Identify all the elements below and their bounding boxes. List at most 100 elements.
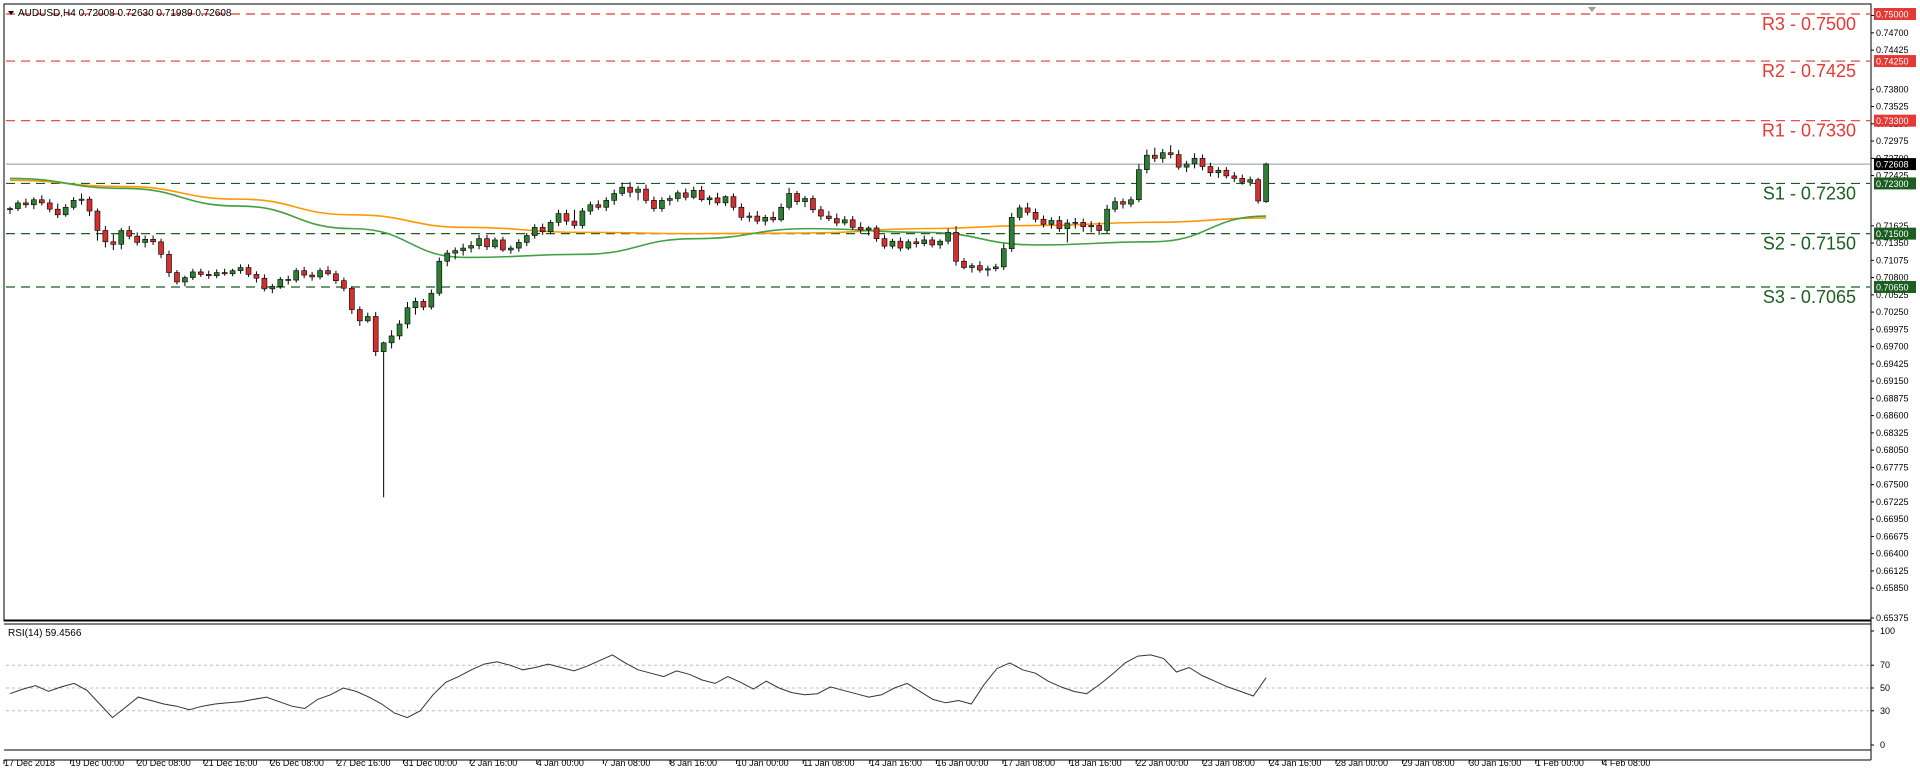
candle-body	[738, 206, 745, 218]
moving-averages	[9, 177, 1267, 259]
candle	[78, 193, 85, 205]
candle	[428, 289, 435, 310]
dropdown-arrow-icon[interactable]	[8, 11, 14, 15]
candle-body	[945, 232, 951, 242]
shift-marker-icon[interactable]	[1588, 7, 1596, 12]
time-tick-label: 4 Jan 00:00	[537, 758, 584, 768]
candle	[38, 195, 45, 206]
candle	[70, 197, 77, 210]
candle-body	[881, 238, 888, 247]
candle-body	[325, 270, 331, 275]
candle-body	[595, 204, 602, 208]
candle-body	[396, 323, 403, 337]
candle	[682, 188, 689, 201]
candle-body	[1239, 178, 1246, 183]
candle	[372, 312, 379, 357]
price-tick-label: 0.69150	[1876, 376, 1909, 386]
candle	[937, 239, 943, 249]
candle	[818, 206, 824, 220]
candle	[857, 222, 864, 234]
candle	[770, 211, 777, 223]
candle-body	[1016, 207, 1023, 218]
candle-body	[1096, 225, 1102, 231]
candle-body	[1255, 179, 1261, 202]
candle	[134, 232, 140, 246]
candle	[333, 270, 339, 284]
candle	[261, 274, 268, 292]
candle-body	[476, 238, 482, 246]
candle-body	[1152, 154, 1158, 159]
candle-body	[341, 280, 347, 289]
time-tick-label: 27 Dec 16:00	[337, 758, 391, 768]
level-price-tag-text: 0.73300	[1876, 116, 1909, 126]
candle-body	[269, 286, 276, 290]
candle-body	[515, 242, 522, 249]
candle	[1231, 172, 1238, 183]
level-label-r1: R1 - 0.7330	[1762, 121, 1856, 141]
candle	[571, 209, 578, 229]
candle	[802, 195, 808, 208]
candle	[595, 200, 602, 210]
candle-body	[913, 241, 920, 244]
candle	[961, 258, 967, 270]
candle-body	[1167, 152, 1174, 155]
candle	[643, 184, 649, 204]
candle	[277, 276, 284, 289]
candle	[396, 320, 403, 340]
level-price-tag-text: 0.75000	[1876, 10, 1909, 20]
candle	[1223, 167, 1230, 179]
candle	[841, 216, 848, 226]
candle-body	[277, 279, 284, 287]
candle-body	[1112, 201, 1118, 210]
candle-body	[198, 271, 204, 275]
candle-body	[508, 247, 514, 251]
price-tick-label: 0.69975	[1876, 324, 1909, 334]
symbol-header: AUDUSD,H4 0.72008 0.72630 0.71989 0.7260…	[18, 8, 232, 19]
time-tick-label: 30 Jan 16:00	[1469, 758, 1521, 768]
candle-body	[1000, 248, 1007, 268]
price-tick-label: 0.67500	[1876, 480, 1909, 490]
level-label-s1: S1 - 0.7230	[1763, 183, 1856, 203]
candle-body	[484, 238, 490, 248]
candle	[1175, 150, 1182, 170]
price-tick-label: 0.69700	[1876, 342, 1909, 352]
candle-body	[833, 218, 840, 224]
candle	[380, 341, 387, 498]
candle	[810, 195, 816, 213]
candle	[1191, 153, 1198, 169]
candle	[46, 199, 53, 213]
candle-body	[1159, 152, 1166, 159]
candle-body	[1104, 208, 1110, 231]
candle	[1072, 217, 1079, 229]
candle-body	[412, 301, 419, 308]
candle	[23, 198, 29, 208]
current-price-tag-text: 0.72608	[1876, 160, 1909, 170]
candle	[706, 195, 713, 205]
candle	[603, 197, 610, 212]
candle	[619, 182, 625, 196]
price-tick-label: 0.68325	[1876, 428, 1909, 438]
candle-body	[643, 188, 649, 201]
candle-body	[174, 272, 180, 283]
candle	[1024, 202, 1031, 216]
candle-body	[794, 193, 800, 202]
candle	[388, 330, 395, 349]
candle-body	[444, 252, 451, 262]
candle	[444, 249, 451, 267]
candle	[484, 234, 490, 250]
candle	[1032, 208, 1039, 223]
candle	[1128, 196, 1134, 208]
candle-body	[1088, 225, 1094, 228]
candle-body	[142, 238, 148, 243]
candle-body	[1231, 175, 1238, 179]
level-price-tag	[1874, 55, 1916, 68]
candle-body	[555, 213, 562, 223]
candle	[102, 226, 109, 248]
time-tick-label: 22 Jan 00:00	[1136, 758, 1188, 768]
candle-body	[682, 192, 689, 198]
candle	[309, 271, 315, 281]
candle	[94, 208, 101, 241]
candle-body	[786, 193, 792, 208]
